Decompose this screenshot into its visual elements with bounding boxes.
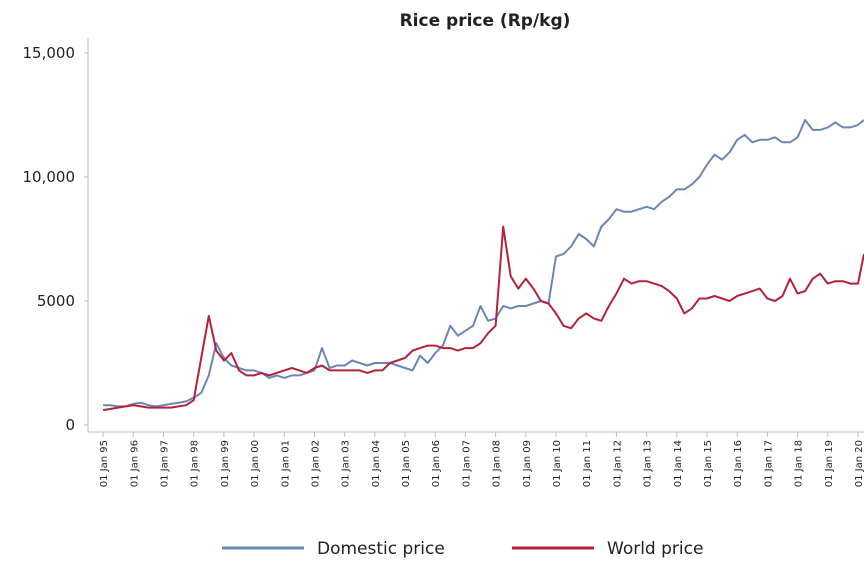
- x-tick-label: 01 Jan 11: [582, 440, 593, 487]
- x-tick-label: 01 Jan 17: [763, 440, 774, 487]
- x-tick-label: 01 Jan 04: [371, 440, 382, 487]
- x-tick-label: 01 Jan 99: [220, 440, 231, 487]
- legend-label: Domestic price: [317, 539, 445, 559]
- legend-label: World price: [607, 539, 703, 559]
- x-tick-label: 01 Jan 95: [99, 440, 110, 487]
- x-tick-label: 01 Jan 07: [461, 440, 472, 487]
- line-series: [103, 119, 864, 408]
- line-series: [102, 225, 864, 412]
- x-tick-label: 01 Jan 01: [280, 440, 291, 487]
- x-tick-label: 01 Jan 10: [552, 440, 563, 487]
- x-tick-label: 01 Jan 00: [250, 440, 261, 487]
- x-tick-label: 01 Jan 05: [401, 440, 412, 487]
- y-tick-label: 15,000: [23, 44, 76, 62]
- x-tick-label: 01 Jan 96: [129, 440, 140, 487]
- x-tick-label: 01 Jan 15: [703, 440, 714, 487]
- x-tick-label: 01 Jan 12: [612, 440, 623, 487]
- y-tick-label: 5000: [37, 292, 75, 310]
- x-tick-label: 01 Jan 09: [522, 440, 533, 487]
- y-tick-label: 0: [65, 416, 75, 434]
- x-tick-label: 01 Jan 08: [492, 440, 503, 487]
- y-tick-label: 10,000: [23, 168, 76, 186]
- x-tick-label: 01 Jan 98: [190, 440, 201, 487]
- x-tick-label: 01 Jan 03: [341, 440, 352, 487]
- x-tick-label: 01 Jan 19: [824, 440, 835, 487]
- x-tick-label: 01 Jan 14: [673, 440, 684, 487]
- x-tick-label: 01 Jan 18: [794, 440, 805, 487]
- x-tick-label: 01 Jan 02: [310, 440, 321, 487]
- x-tick-label: 01 Jan 20: [854, 440, 864, 487]
- x-tick-label: 01 Jan 13: [643, 440, 654, 487]
- chart-title: Rice price (Rp/kg): [400, 11, 571, 31]
- x-tick-label: 01 Jan 97: [159, 440, 170, 487]
- x-tick-label: 01 Jan 06: [431, 440, 442, 487]
- x-tick-label: 01 Jan 16: [733, 440, 744, 487]
